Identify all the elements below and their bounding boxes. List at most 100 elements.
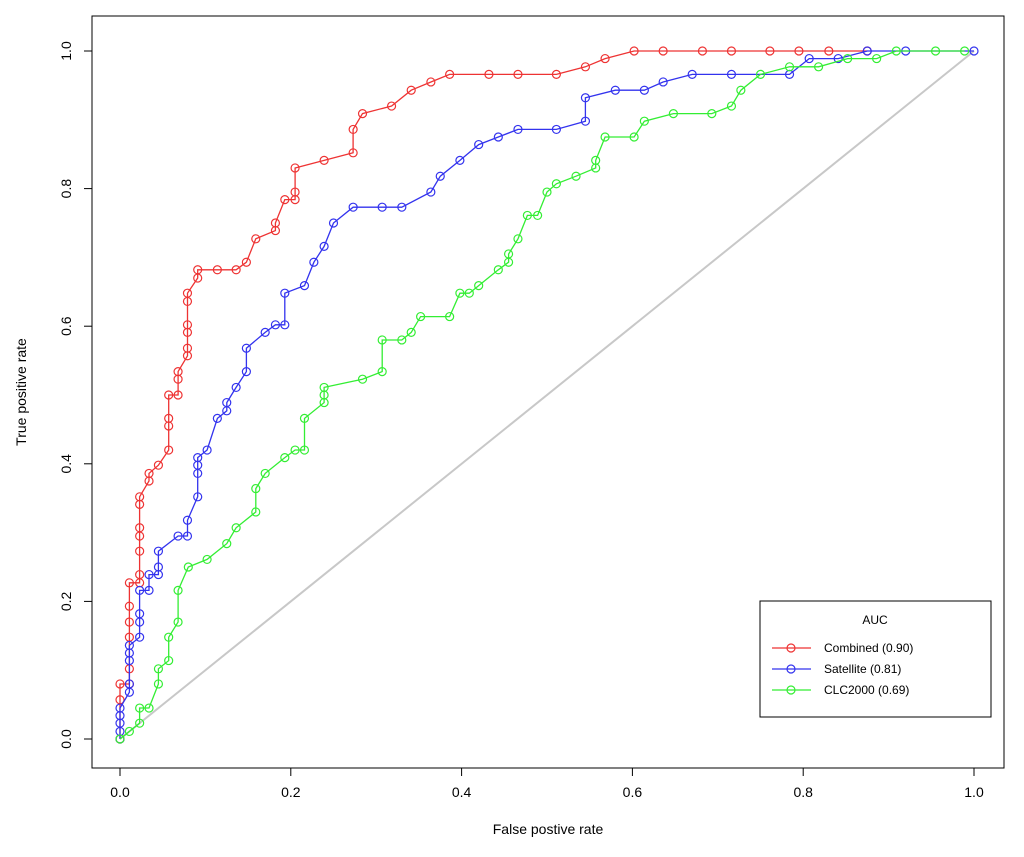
data-point: [251, 483, 261, 494]
legend-entries: Combined (0.90) Satellite (0.81) CLC2000 (…: [772, 641, 913, 697]
data-point: [260, 468, 270, 479]
data-point: [115, 734, 125, 744]
y-axis: 0.0 0.2 0.4 0.6 0.8 1.0: [58, 41, 93, 749]
data-point: [357, 374, 368, 384]
data-point: [697, 46, 708, 56]
data-point: [687, 69, 697, 79]
data-point: [455, 155, 465, 165]
data-point: [251, 507, 261, 517]
data-point: [726, 69, 737, 79]
data-point: [629, 132, 639, 142]
data-point: [533, 210, 543, 221]
x-tick-label: 0.6: [623, 784, 643, 800]
data-point: [571, 171, 581, 181]
y-axis-label: True positive rate: [13, 338, 29, 446]
data-point: [193, 265, 203, 275]
legend-entry-label: Satellite (0.81): [824, 662, 901, 676]
data-point: [135, 718, 145, 728]
data-point: [435, 171, 445, 181]
data-point: [173, 367, 183, 377]
data-point: [319, 382, 329, 393]
data-point: [115, 679, 125, 689]
series-0: [115, 46, 872, 744]
data-point: [173, 585, 183, 595]
data-point: [124, 640, 134, 651]
data-point: [124, 726, 134, 737]
data-point: [270, 320, 281, 330]
data-point: [862, 46, 872, 56]
data-point: [231, 382, 241, 393]
data-point: [426, 77, 436, 87]
data-point: [765, 46, 775, 56]
data-point: [513, 69, 523, 79]
data-point: [124, 601, 134, 611]
data-point: [173, 390, 183, 400]
data-point: [153, 679, 164, 689]
y-tick-label: 0.4: [58, 454, 74, 474]
x-tick-label: 1.0: [964, 784, 984, 800]
data-point: [493, 265, 503, 275]
legend-box: [759, 600, 992, 718]
data-point: [212, 265, 222, 275]
data-point: [222, 397, 232, 408]
series-1: [115, 46, 979, 744]
data-point: [551, 124, 561, 135]
data-point: [135, 523, 145, 533]
series-line: [119, 50, 974, 739]
y-tick-label: 0.2: [58, 591, 74, 611]
data-point: [610, 85, 620, 95]
data-point: [135, 703, 145, 713]
data-point: [222, 539, 232, 549]
data-point: [231, 523, 241, 533]
reference-diagonal: [119, 50, 975, 740]
data-point: [794, 46, 804, 56]
data-point: [348, 124, 358, 135]
data-point: [969, 46, 979, 56]
data-point: [260, 327, 270, 337]
data-point: [357, 109, 368, 119]
data-point: [580, 62, 591, 72]
data-point: [377, 202, 387, 212]
data-point: [445, 69, 455, 79]
legend-title: AUC: [862, 613, 888, 627]
data-point: [135, 632, 145, 642]
data-point: [726, 46, 737, 56]
y-tick-label: 0.8: [58, 179, 74, 199]
data-point: [319, 155, 329, 165]
data-point: [522, 210, 532, 221]
data-point: [474, 139, 484, 150]
series-2: [115, 46, 970, 744]
data-point: [144, 585, 154, 595]
data-point: [299, 445, 310, 455]
legend-entry-label: CLC2000 (0.69): [824, 683, 909, 697]
data-point: [309, 257, 319, 267]
data-point: [164, 390, 174, 400]
data-point: [135, 546, 145, 556]
data-point: [386, 101, 397, 111]
data-point: [280, 288, 290, 298]
data-point: [580, 116, 591, 126]
x-axis: 0.0 0.2 0.4 0.6 0.8 1.0: [110, 767, 984, 800]
legend-swatch-point: [786, 685, 796, 695]
data-point: [328, 218, 339, 228]
data-point: [377, 335, 387, 345]
data-point: [290, 445, 300, 455]
data-point: [397, 202, 407, 212]
data-point: [135, 569, 145, 580]
x-tick-label: 0.8: [793, 784, 813, 800]
data-point: [173, 531, 183, 541]
data-point: [153, 562, 164, 572]
data-point: [124, 617, 134, 627]
data-point: [182, 343, 193, 353]
data-point: [144, 569, 154, 580]
data-point: [513, 124, 523, 135]
data-point: [280, 453, 290, 463]
data-point: [193, 453, 203, 463]
data-point: [629, 46, 639, 56]
x-tick-label: 0.2: [281, 784, 301, 800]
data-point: [474, 281, 484, 291]
data-point: [668, 109, 678, 119]
legend-swatch-point: [786, 643, 796, 653]
